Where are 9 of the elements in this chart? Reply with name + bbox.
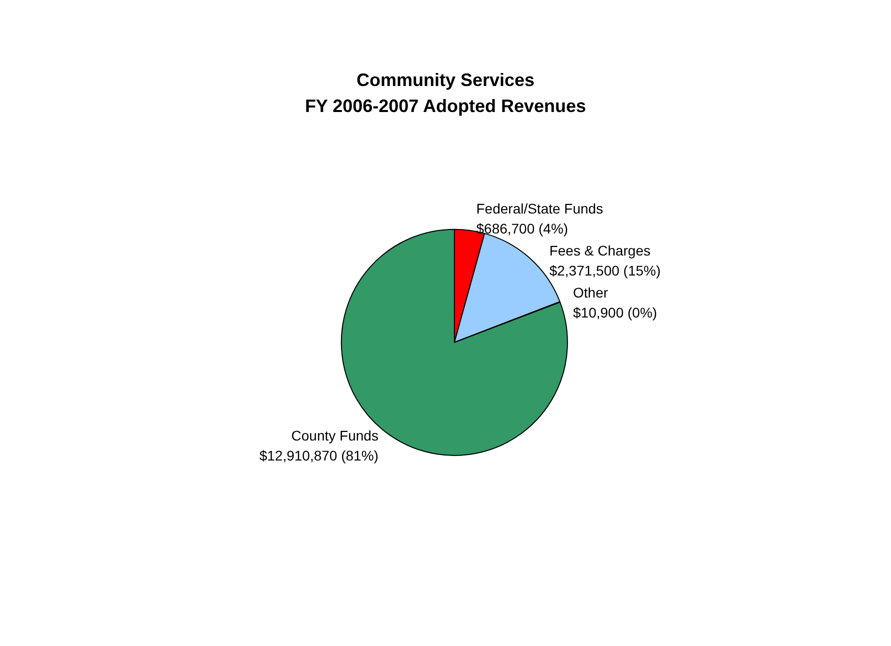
slice-label: Fees & Charges — [549, 242, 651, 258]
data-label: $10,900 (0%) — [573, 304, 658, 320]
chart-title: Community Services FY 2006-2007 Adopted Revenues — [304, 70, 586, 116]
data-label: $686,700 (4%) — [476, 220, 568, 236]
slice-label: Other — [573, 284, 608, 300]
slice-label: Federal/State Funds — [476, 200, 604, 216]
data-label: $2,371,500 (15%) — [549, 262, 661, 278]
data-label: $12,910,870 (81%) — [259, 447, 378, 464]
slice-label: County Funds — [291, 427, 378, 444]
